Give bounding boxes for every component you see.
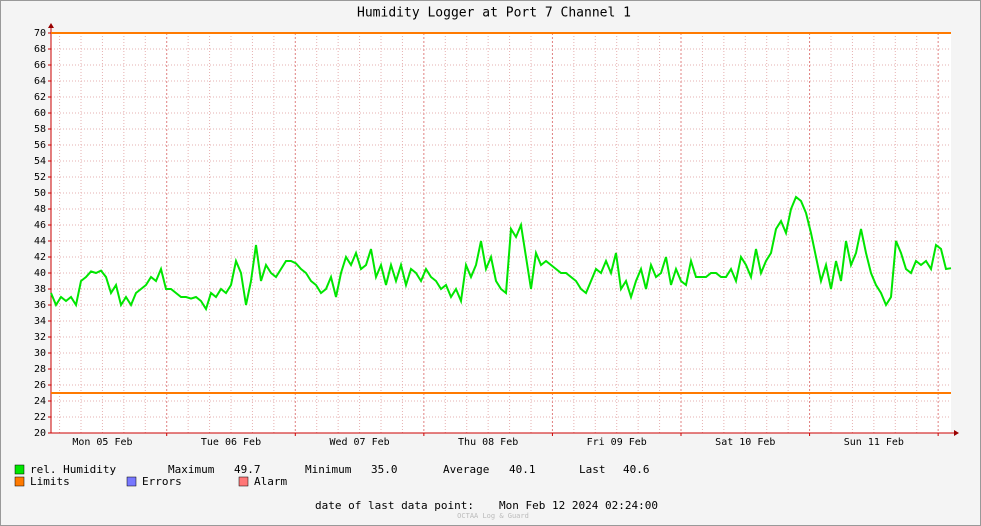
y-tick-label: 30 <box>34 348 46 359</box>
chart-title: Humidity Logger at Port 7 Channel 1 <box>357 6 631 21</box>
stat-value: 40.6 <box>623 463 650 476</box>
x-tick-label: Sun 11 Feb <box>844 437 904 448</box>
stat-value: 40.1 <box>509 463 536 476</box>
y-tick-label: 44 <box>34 236 46 247</box>
plot-area <box>51 33 951 433</box>
x-tick-label: Wed 07 Feb <box>329 437 389 448</box>
y-tick-label: 34 <box>34 316 46 327</box>
y-tick-label: 62 <box>34 92 46 103</box>
y-tick-label: 48 <box>34 204 46 215</box>
legend-swatch <box>238 476 249 487</box>
y-tick-label: 46 <box>34 220 46 231</box>
y-tick-label: 38 <box>34 284 46 295</box>
stat-value: 49.7 <box>234 463 261 476</box>
legend-label: Errors <box>142 475 182 488</box>
x-tick-label: Fri 09 Feb <box>587 437 647 448</box>
legend-label: Alarm <box>254 475 287 488</box>
y-tick-label: 26 <box>34 380 46 391</box>
y-tick-label: 20 <box>34 428 46 439</box>
stat-label: Last <box>579 463 606 476</box>
axis-arrow <box>954 430 959 436</box>
y-tick-label: 32 <box>34 332 46 343</box>
legend-swatch <box>14 464 25 475</box>
y-tick-label: 66 <box>34 60 46 71</box>
y-tick-label: 70 <box>34 28 46 39</box>
y-tick-label: 60 <box>34 108 46 119</box>
y-tick-label: 64 <box>34 76 46 87</box>
y-tick-label: 54 <box>34 156 46 167</box>
stat-label: Maximum <box>168 463 215 476</box>
y-tick-label: 22 <box>34 412 46 423</box>
y-tick-label: 40 <box>34 268 46 279</box>
y-tick-label: 58 <box>34 124 46 135</box>
stat-value: 35.0 <box>371 463 398 476</box>
legend-label: rel. Humidity <box>30 463 116 476</box>
axis-arrow <box>48 23 54 28</box>
y-tick-label: 52 <box>34 172 46 183</box>
x-tick-label: Mon 05 Feb <box>72 437 132 448</box>
y-tick-label: 50 <box>34 188 46 199</box>
legend-label: Limits <box>30 475 70 488</box>
footer-label: date of last data point: <box>315 499 474 512</box>
stat-label: Minimum <box>305 463 352 476</box>
x-tick-label: Sat 10 Feb <box>715 437 775 448</box>
y-tick-label: 24 <box>34 396 46 407</box>
y-tick-label: 36 <box>34 300 46 311</box>
legend-swatch <box>14 476 25 487</box>
x-tick-label: Tue 06 Feb <box>201 437 261 448</box>
watermark: OCTAA Log & Guard <box>457 512 529 520</box>
x-tick-label: Thu 08 Feb <box>458 437 518 448</box>
y-tick-label: 56 <box>34 140 46 151</box>
stat-label: Average <box>443 463 489 476</box>
data-line <box>50 195 952 312</box>
footer-value: Mon Feb 12 2024 02:24:00 <box>499 499 658 512</box>
y-tick-label: 42 <box>34 252 46 263</box>
legend-swatch <box>126 476 137 487</box>
y-tick-label: 28 <box>34 364 46 375</box>
y-tick-label: 68 <box>34 44 46 55</box>
